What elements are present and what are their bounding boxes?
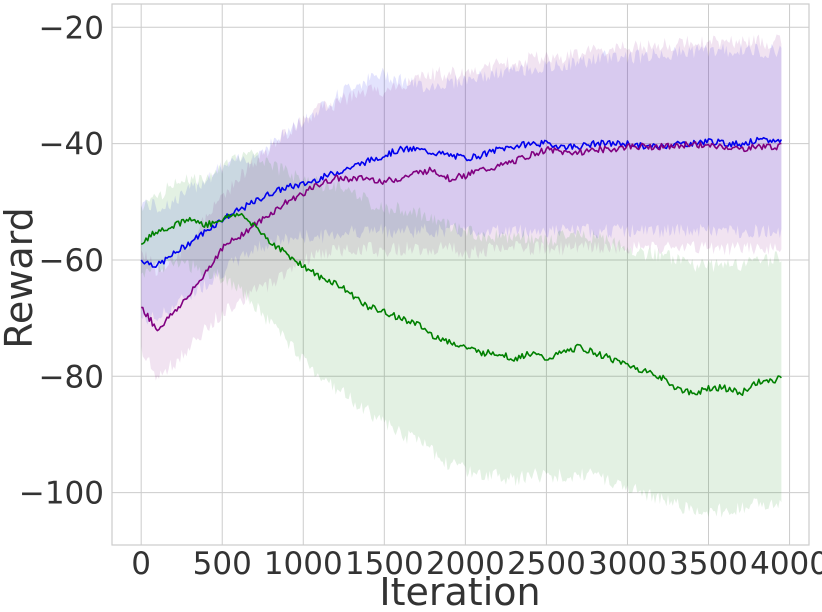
confidence-band-2 — [141, 149, 782, 518]
y-tick-label: −60 — [39, 243, 104, 279]
confidence-band-0 — [141, 43, 782, 325]
y-tick-label: −100 — [19, 476, 104, 512]
x-axis-title: Iteration — [379, 570, 540, 612]
plot-background — [112, 4, 809, 545]
y-tick-label: −80 — [39, 359, 104, 395]
x-tick-label: 0 — [131, 546, 151, 582]
confidence-band-1 — [141, 34, 782, 381]
x-tick-label: 2000 — [426, 546, 505, 582]
x-tick-label: 2500 — [507, 546, 586, 582]
tick-labels: 0 500 1000 1500 2000 2500 3000 3500 4000 −100 −80 −… — [19, 10, 822, 582]
x-tick-label: 1000 — [264, 546, 343, 582]
series-line-2 — [140, 212, 782, 396]
series-line-0 — [140, 136, 783, 268]
x-tick-label: 1500 — [345, 546, 424, 582]
x-tick-label: 3000 — [588, 546, 667, 582]
x-tick-label: 3500 — [669, 546, 748, 582]
y-axis-title: Reward — [0, 207, 41, 349]
plot-frame — [111, 3, 810, 546]
y-tick-label: −20 — [39, 10, 104, 46]
y-tick-label: −40 — [39, 127, 104, 163]
confidence-bands — [141, 34, 782, 518]
x-tick-label: 4000 — [750, 546, 822, 582]
series-line-1 — [141, 141, 782, 332]
x-tick-label: 500 — [193, 546, 252, 582]
series-lines — [140, 136, 783, 396]
grid-lines — [112, 4, 809, 545]
